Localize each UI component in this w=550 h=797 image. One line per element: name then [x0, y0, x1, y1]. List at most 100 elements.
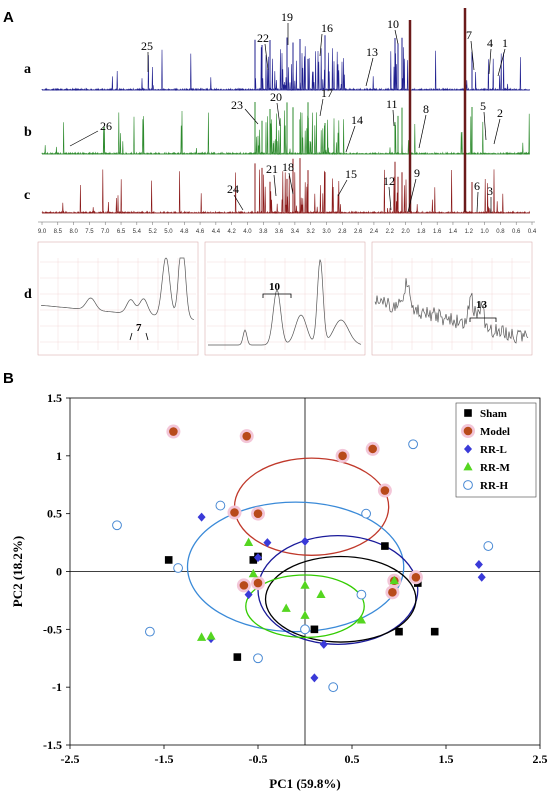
- pca-scatter-plot: -2.5 -1.5 -0.5 0.5 1.5 2.51.510.50-0.5-1-1.5 …: [10, 391, 548, 791]
- y-tick-label: 1.5: [47, 391, 62, 405]
- ppm-tick-label: 1.0: [480, 229, 489, 235]
- point-rr-m: [300, 580, 310, 589]
- zoom-label-13: 13: [476, 299, 488, 311]
- legend-label-rr-m: RR-M: [480, 462, 511, 474]
- trace-letter-b: b: [24, 125, 32, 140]
- point-model: [388, 588, 397, 597]
- ellipse-rr-m: [245, 574, 365, 639]
- peak-label: 23: [231, 98, 243, 112]
- peak-label: 16: [321, 21, 333, 35]
- point-model: [253, 578, 263, 588]
- peak-label: 17: [321, 86, 333, 100]
- point-sham: [249, 556, 258, 564]
- point-model: [169, 427, 178, 436]
- legend-marker-rr-m: [463, 462, 473, 471]
- peak-label: 10: [387, 17, 399, 31]
- legend-label-sham: Sham: [480, 408, 507, 420]
- x-tick-label: 0.5: [345, 752, 360, 766]
- peak-label: 9: [414, 166, 420, 180]
- y-tick-label: 0: [56, 565, 62, 579]
- peak-label: 8: [423, 102, 429, 116]
- y-axis-title: PC2 (18.2%): [10, 536, 25, 608]
- peak-label: 2: [497, 106, 503, 120]
- y-tick-label: -0.5: [43, 622, 62, 636]
- nmr-trace-a: [41, 35, 530, 92]
- point-rr-h: [300, 624, 310, 635]
- peak-label: 11: [386, 97, 398, 111]
- point-sham: [164, 556, 173, 564]
- ppm-tick-label: 2.6: [354, 229, 363, 235]
- ppm-tick-label: 2.0: [401, 229, 410, 235]
- legend-label-rr-l: RR-L: [480, 444, 507, 456]
- ppm-tick-label: 0.4: [528, 229, 537, 235]
- peak-label: 14: [351, 113, 363, 127]
- peak-label: 26: [100, 119, 112, 133]
- zoom-label-10: 10: [269, 281, 281, 293]
- ppm-tick-label: 1.2: [465, 229, 474, 235]
- panel-b-label: B: [3, 370, 14, 387]
- ppm-tick-label: 1.4: [449, 229, 458, 235]
- point-model: [230, 508, 239, 517]
- ppm-tick-label: 3.2: [307, 229, 316, 235]
- peak-label: 18: [282, 160, 294, 174]
- legend-marker-rr-l: [464, 444, 472, 454]
- point-rr-l: [244, 590, 253, 600]
- point-model: [253, 509, 263, 518]
- ppm-tick-label: 5.2: [148, 229, 157, 235]
- peak-label: 12: [383, 174, 395, 188]
- trace-letter-c: c: [24, 188, 30, 203]
- ppm-tick-label: 0.6: [512, 229, 521, 235]
- ppm-tick-label: 4.0: [243, 229, 252, 235]
- point-rr-h: [145, 626, 155, 637]
- point-rr-h: [408, 439, 419, 450]
- point-rr-l: [474, 560, 483, 570]
- ppm-tick-label: 4.8: [180, 229, 189, 235]
- data-points: [112, 424, 494, 693]
- point-rr-m: [206, 631, 216, 640]
- x-axis-title: PC1 (59.8%): [269, 776, 341, 791]
- peak-label: 13: [366, 45, 378, 59]
- point-rr-l: [263, 538, 272, 548]
- ppm-tick-label: 8.5: [54, 229, 63, 235]
- peak-labels-c: 24 21 18 15 12 9 6 3: [227, 160, 493, 213]
- point-sham: [310, 625, 319, 634]
- y-tick-label: -1: [52, 680, 62, 694]
- legend-marker-model: [463, 426, 473, 436]
- peak-label: 15: [345, 167, 357, 181]
- peak-label: 1: [502, 36, 508, 50]
- legend-marker-rr-h: [463, 480, 473, 490]
- point-rr-m: [244, 537, 254, 546]
- x-tick-label: 1.5: [439, 752, 454, 766]
- ppm-tick-label: 2.2: [386, 229, 395, 235]
- point-rr-h: [483, 541, 494, 551]
- peak-label: 22: [257, 31, 269, 45]
- ppm-tick-label: 7.5: [85, 229, 94, 235]
- nmr-trace-c: [41, 158, 530, 215]
- ppm-tick-label: 6.5: [117, 229, 126, 235]
- point-rr-h: [215, 500, 226, 511]
- group-ellipses: [186, 457, 419, 646]
- ppm-tick-label: 0.8: [496, 229, 505, 235]
- legend-marker-sham: [464, 409, 472, 417]
- point-model: [242, 431, 252, 441]
- ppm-tick-label: 3.8: [259, 229, 268, 235]
- point-rr-m: [281, 603, 291, 612]
- legend-label-rr-h: RR-H: [480, 480, 509, 492]
- point-rr-m: [197, 632, 207, 641]
- point-rr-l: [477, 572, 486, 582]
- nmr-trace-b: [41, 102, 530, 156]
- point-rr-h: [112, 520, 122, 531]
- peak-labels-a: 25 22 19 16 13 10 7 4 1: [141, 10, 508, 87]
- zoom-letter: d: [24, 287, 32, 302]
- point-sham: [381, 542, 389, 550]
- peak-label: 7: [466, 28, 472, 42]
- ppm-tick-label: 3.6: [275, 229, 284, 235]
- point-model: [239, 581, 249, 590]
- y-tick-label: 0.5: [47, 507, 62, 521]
- point-rr-l: [310, 673, 319, 683]
- point-model: [380, 486, 390, 495]
- x-tick-label: 2.5: [533, 752, 548, 766]
- ppm-tick-label: 8.0: [69, 229, 78, 235]
- point-rr-m: [300, 610, 310, 619]
- ellipse-sham: [264, 555, 417, 643]
